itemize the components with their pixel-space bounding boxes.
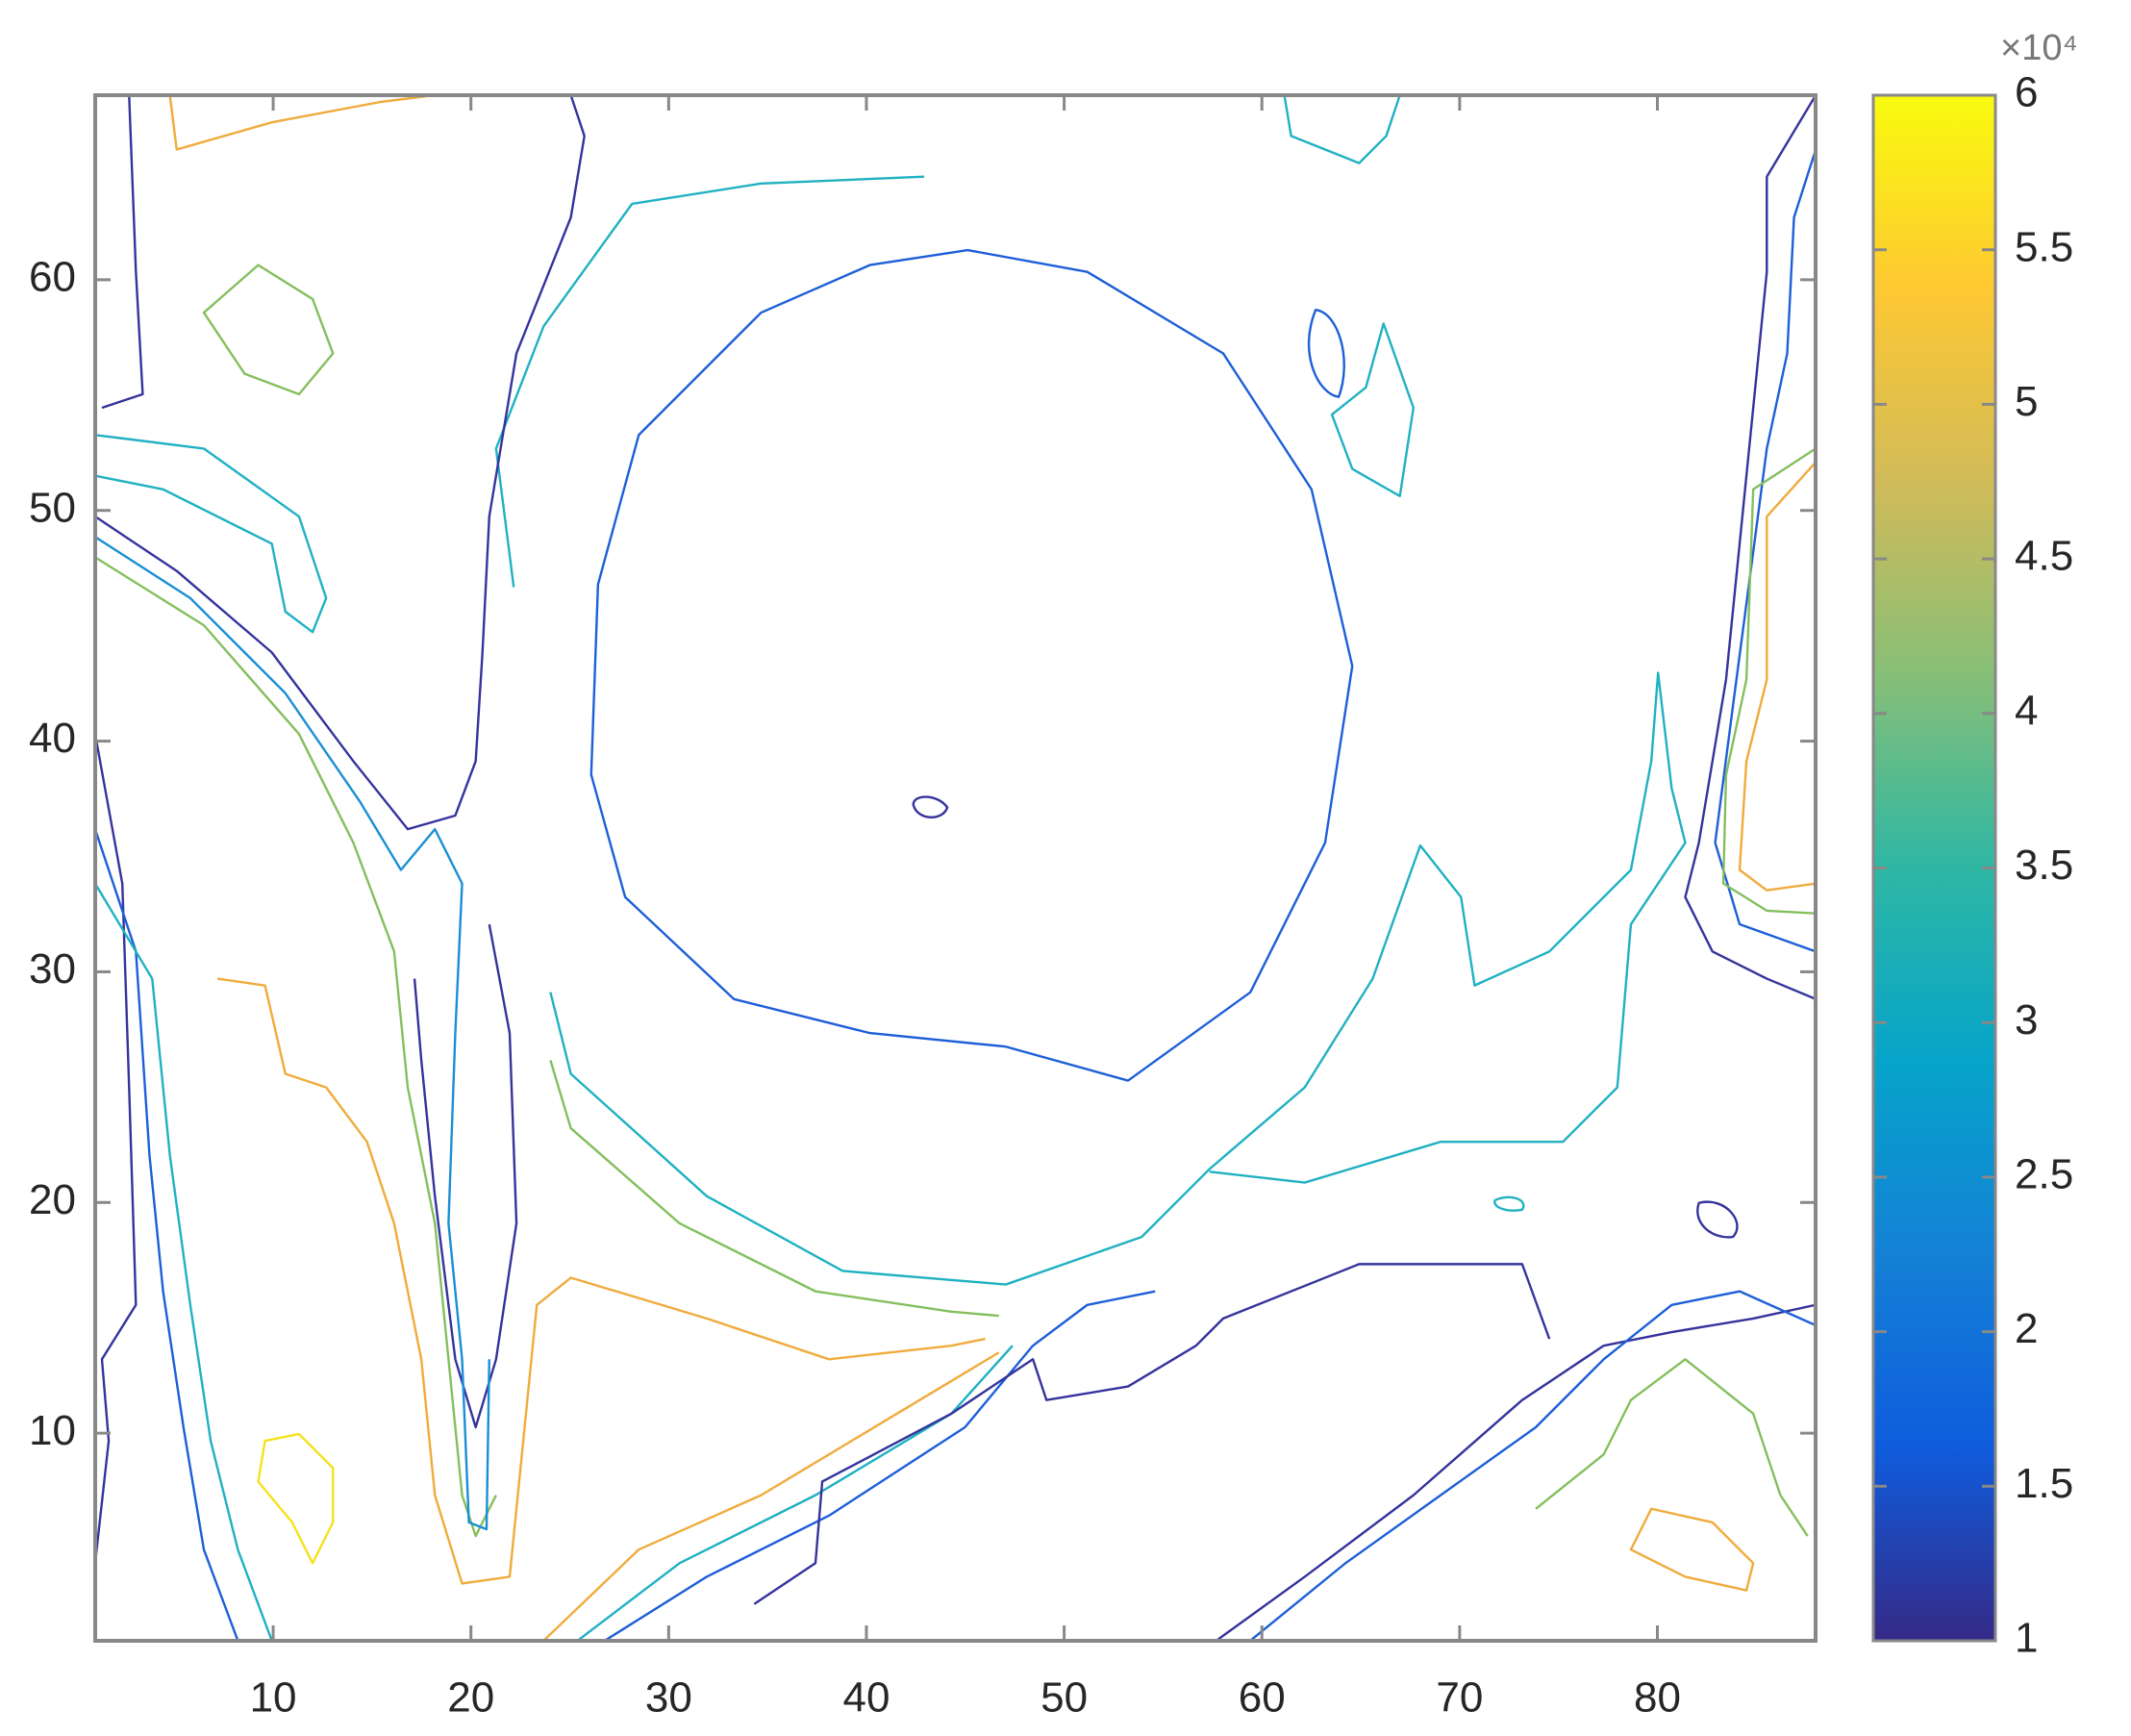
contour-line <box>1330 322 1416 498</box>
contour-line <box>1696 1200 1739 1239</box>
y-tick-label: 50 <box>29 484 76 531</box>
x-tick-label: 60 <box>1239 1674 1286 1722</box>
contour-line <box>549 1060 999 1318</box>
x-tick-label: 80 <box>1634 1674 1681 1722</box>
contour-line <box>95 733 138 1564</box>
contour-line <box>1535 1358 1809 1537</box>
contour-line <box>542 1351 1000 1641</box>
contour-line <box>1216 1303 1816 1641</box>
x-tick-label: 50 <box>1040 1674 1088 1722</box>
colorbar-tick-label: 2.5 <box>2015 1151 2073 1198</box>
contour-line <box>494 175 925 588</box>
contour-line <box>95 536 490 1531</box>
contour-line <box>101 95 144 410</box>
contour-line <box>589 248 1354 1082</box>
colorbar-tick-label: 3 <box>2015 996 2038 1044</box>
colorbar-tick-label: 4.5 <box>2015 533 2073 580</box>
y-tick-label: 30 <box>29 945 76 993</box>
colorbar-tick-label: 5 <box>2015 378 2038 425</box>
x-tick-label: 30 <box>645 1674 692 1722</box>
colorbar-tick-label: 4 <box>2015 687 2038 734</box>
colorbar-tick-label: 1 <box>2015 1615 2038 1662</box>
contour-line <box>95 883 273 1641</box>
colorbar-tick-label: 6 <box>2015 69 2038 116</box>
colorbar-tick-label: 5.5 <box>2015 223 2073 270</box>
colorbar <box>1871 93 1997 1643</box>
contour-line <box>753 1263 1551 1605</box>
plot-area <box>95 95 1816 1641</box>
contour-line <box>95 556 497 1538</box>
contour-line <box>1283 95 1401 164</box>
contour-line <box>1738 461 1816 892</box>
contour-line <box>912 795 949 818</box>
y-tick-label: 10 <box>29 1407 76 1454</box>
colorbar-multiplier: ×10⁴ <box>2000 28 2078 68</box>
contour-line <box>1493 1195 1525 1212</box>
contour-line <box>202 264 335 396</box>
contour-line <box>1629 1507 1755 1592</box>
y-tick-label: 20 <box>29 1176 76 1223</box>
contour-line <box>413 923 518 1429</box>
contour-line <box>257 1432 335 1565</box>
x-tick-label: 20 <box>447 1674 494 1722</box>
x-tick-label: 40 <box>842 1674 890 1722</box>
contour-line <box>1307 309 1345 398</box>
y-tick-label: 40 <box>29 715 76 762</box>
colorbar-tick-label: 2 <box>2015 1305 2038 1352</box>
x-tick-label: 10 <box>250 1674 297 1722</box>
contour-line <box>168 95 436 151</box>
contour-line <box>549 671 1687 1286</box>
contour-line <box>1249 1290 1816 1641</box>
colorbar-tick-label: 1.5 <box>2015 1460 2073 1507</box>
contour-line <box>1684 95 1816 1000</box>
contour-line <box>604 1290 1156 1641</box>
contour-line <box>216 977 986 1585</box>
contour-line <box>95 434 328 634</box>
contour-lines <box>95 95 1816 1641</box>
colorbar-tick-label: 3.5 <box>2015 842 2073 889</box>
x-tick-label: 70 <box>1436 1674 1483 1722</box>
y-tick-label: 60 <box>29 254 76 301</box>
contour-line <box>576 1345 1014 1641</box>
axes-box <box>93 93 1818 1643</box>
contour-line <box>1721 447 1816 915</box>
contour-line <box>95 95 586 831</box>
